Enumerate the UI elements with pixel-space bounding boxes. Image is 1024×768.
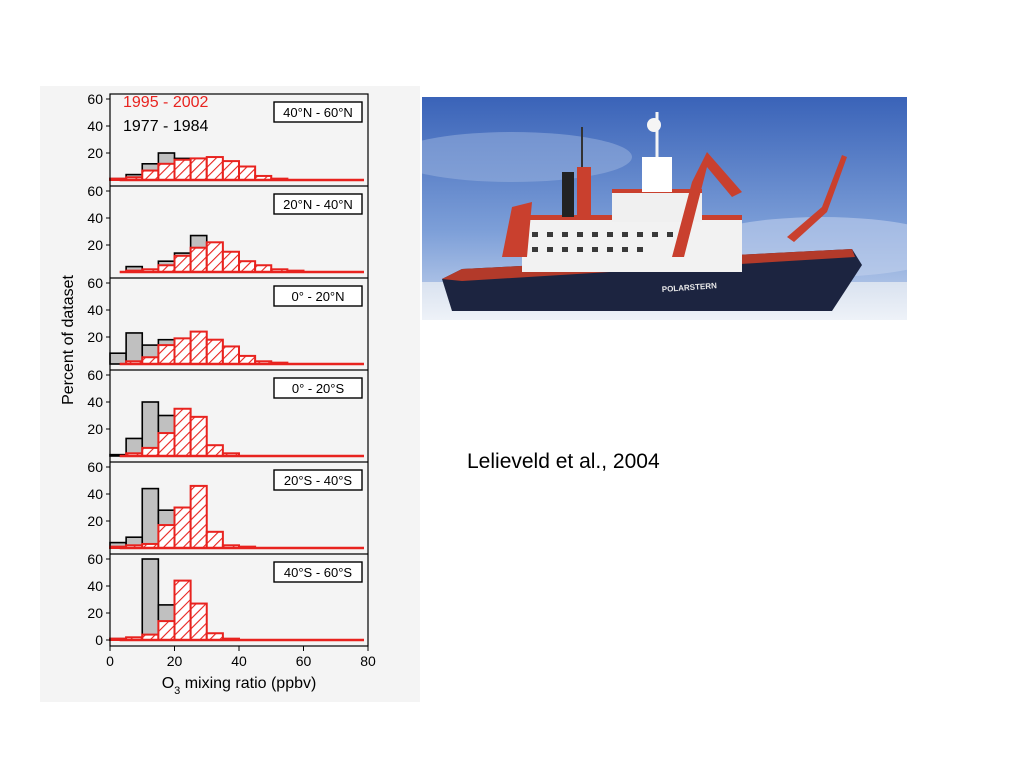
- bar-1995-2002: [189, 484, 208, 549]
- citation-text: Lelieveld et al., 2004: [467, 450, 660, 473]
- bar-1995-2002: [205, 241, 224, 274]
- y-tick-label: 40: [87, 578, 103, 594]
- region-label-box: [273, 101, 363, 123]
- x-tick-label: 40: [231, 653, 247, 669]
- region-label-box: [273, 561, 363, 583]
- bar-1995-2002: [157, 432, 176, 457]
- x-tick-label: 80: [360, 653, 376, 669]
- histogram-panel: [109, 401, 364, 458]
- bar-1995-2002: [189, 246, 208, 273]
- histogram-panel: [109, 558, 364, 642]
- legend-entry: 1995 - 2002: [123, 94, 209, 111]
- bar-1977-1984: [141, 558, 160, 641]
- bar-1995-2002: [173, 579, 192, 642]
- y-tick-label: 60: [87, 459, 103, 475]
- y-tick-label: 20: [87, 329, 103, 345]
- polarstern-ship-photo: POLARSTERN: [422, 97, 907, 320]
- histogram-figure: 20 40 60 40°N - 60°N 20 40 60 20°N - 40°N 20 40 60…: [40, 86, 420, 702]
- region-label-box: [273, 377, 363, 399]
- bar-1995-2002: [205, 338, 224, 365]
- bar-1995-2002: [157, 344, 176, 366]
- bar-1995-2002: [189, 330, 208, 366]
- y-tick-label: 40: [87, 486, 103, 502]
- bar-1977-1984: [109, 352, 127, 365]
- bar-1995-2002: [221, 250, 240, 273]
- bar-1977-1984: [141, 487, 160, 549]
- x-axis-label: O3 mixing ratio (ppbv): [162, 675, 317, 697]
- bar-1995-2002: [173, 407, 192, 457]
- x-tick-label: 60: [296, 653, 312, 669]
- bar-1995-2002: [173, 337, 192, 366]
- bar-1995-2002: [221, 345, 240, 366]
- bar-1995-2002: [141, 169, 160, 182]
- region-label-box: [273, 285, 363, 307]
- y-tick-label: 20: [87, 145, 103, 161]
- region-label: 0° - 20°N: [291, 289, 344, 304]
- region-label: 20°S - 40°S: [284, 473, 353, 488]
- y-tick-label: 40: [87, 394, 103, 410]
- bar-1995-2002: [189, 157, 208, 182]
- region-label-box: [273, 193, 363, 215]
- region-label-box: [273, 469, 363, 491]
- bar-1995-2002: [189, 415, 208, 458]
- histogram-panel: [119, 234, 364, 274]
- bar-1995-2002: [141, 446, 160, 457]
- histogram-panel: [109, 484, 364, 550]
- y-axis-label: Percent of dataset: [60, 275, 77, 405]
- y-tick-label: 60: [87, 551, 103, 567]
- histogram-panel: [109, 152, 364, 182]
- bar-1977-1984: [125, 332, 144, 365]
- region-label: 20°N - 40°N: [283, 197, 353, 212]
- bar-1995-2002: [189, 602, 208, 641]
- y-tick-label: 20: [87, 513, 103, 529]
- y-tick-label: 60: [87, 183, 103, 199]
- region-label: 0° - 20°S: [292, 381, 345, 396]
- y-tick-label: 0: [95, 632, 103, 648]
- histogram-panel: [109, 330, 364, 366]
- y-tick-label: 60: [87, 275, 103, 291]
- y-tick-label: 20: [87, 421, 103, 437]
- x-tick-label: 0: [106, 653, 114, 669]
- region-label: 40°S - 60°S: [284, 565, 353, 580]
- chart-svg: 20 40 60 40°N - 60°N 20 40 60 20°N - 40°N 20 40 60…: [60, 91, 376, 697]
- bar-1995-2002: [173, 506, 192, 549]
- y-tick-label: 20: [87, 237, 103, 253]
- bar-1995-2002: [157, 162, 176, 182]
- y-tick-label: 40: [87, 210, 103, 226]
- y-tick-label: 20: [87, 605, 103, 621]
- svg-text:POLARSTERN: POLARSTERN: [662, 281, 718, 294]
- bar-1995-2002: [157, 620, 176, 641]
- bar-1995-2002: [157, 524, 176, 549]
- bar-1995-2002: [238, 260, 257, 273]
- y-tick-label: 60: [87, 91, 103, 107]
- bar-1995-2002: [238, 354, 257, 365]
- region-label: 40°N - 60°N: [283, 105, 353, 120]
- bar-1995-2002: [173, 254, 192, 274]
- y-tick-label: 60: [87, 367, 103, 383]
- y-tick-label: 40: [87, 302, 103, 318]
- x-tick-label: 20: [167, 653, 183, 669]
- bar-1995-2002: [173, 158, 192, 181]
- bar-1995-2002: [238, 165, 257, 181]
- legend-entry: 1977 - 1984: [123, 118, 209, 135]
- bar-1995-2002: [205, 444, 224, 458]
- bar-1995-2002: [221, 160, 240, 181]
- bar-1995-2002: [205, 530, 224, 549]
- y-tick-label: 40: [87, 118, 103, 134]
- bar-1995-2002: [205, 156, 224, 182]
